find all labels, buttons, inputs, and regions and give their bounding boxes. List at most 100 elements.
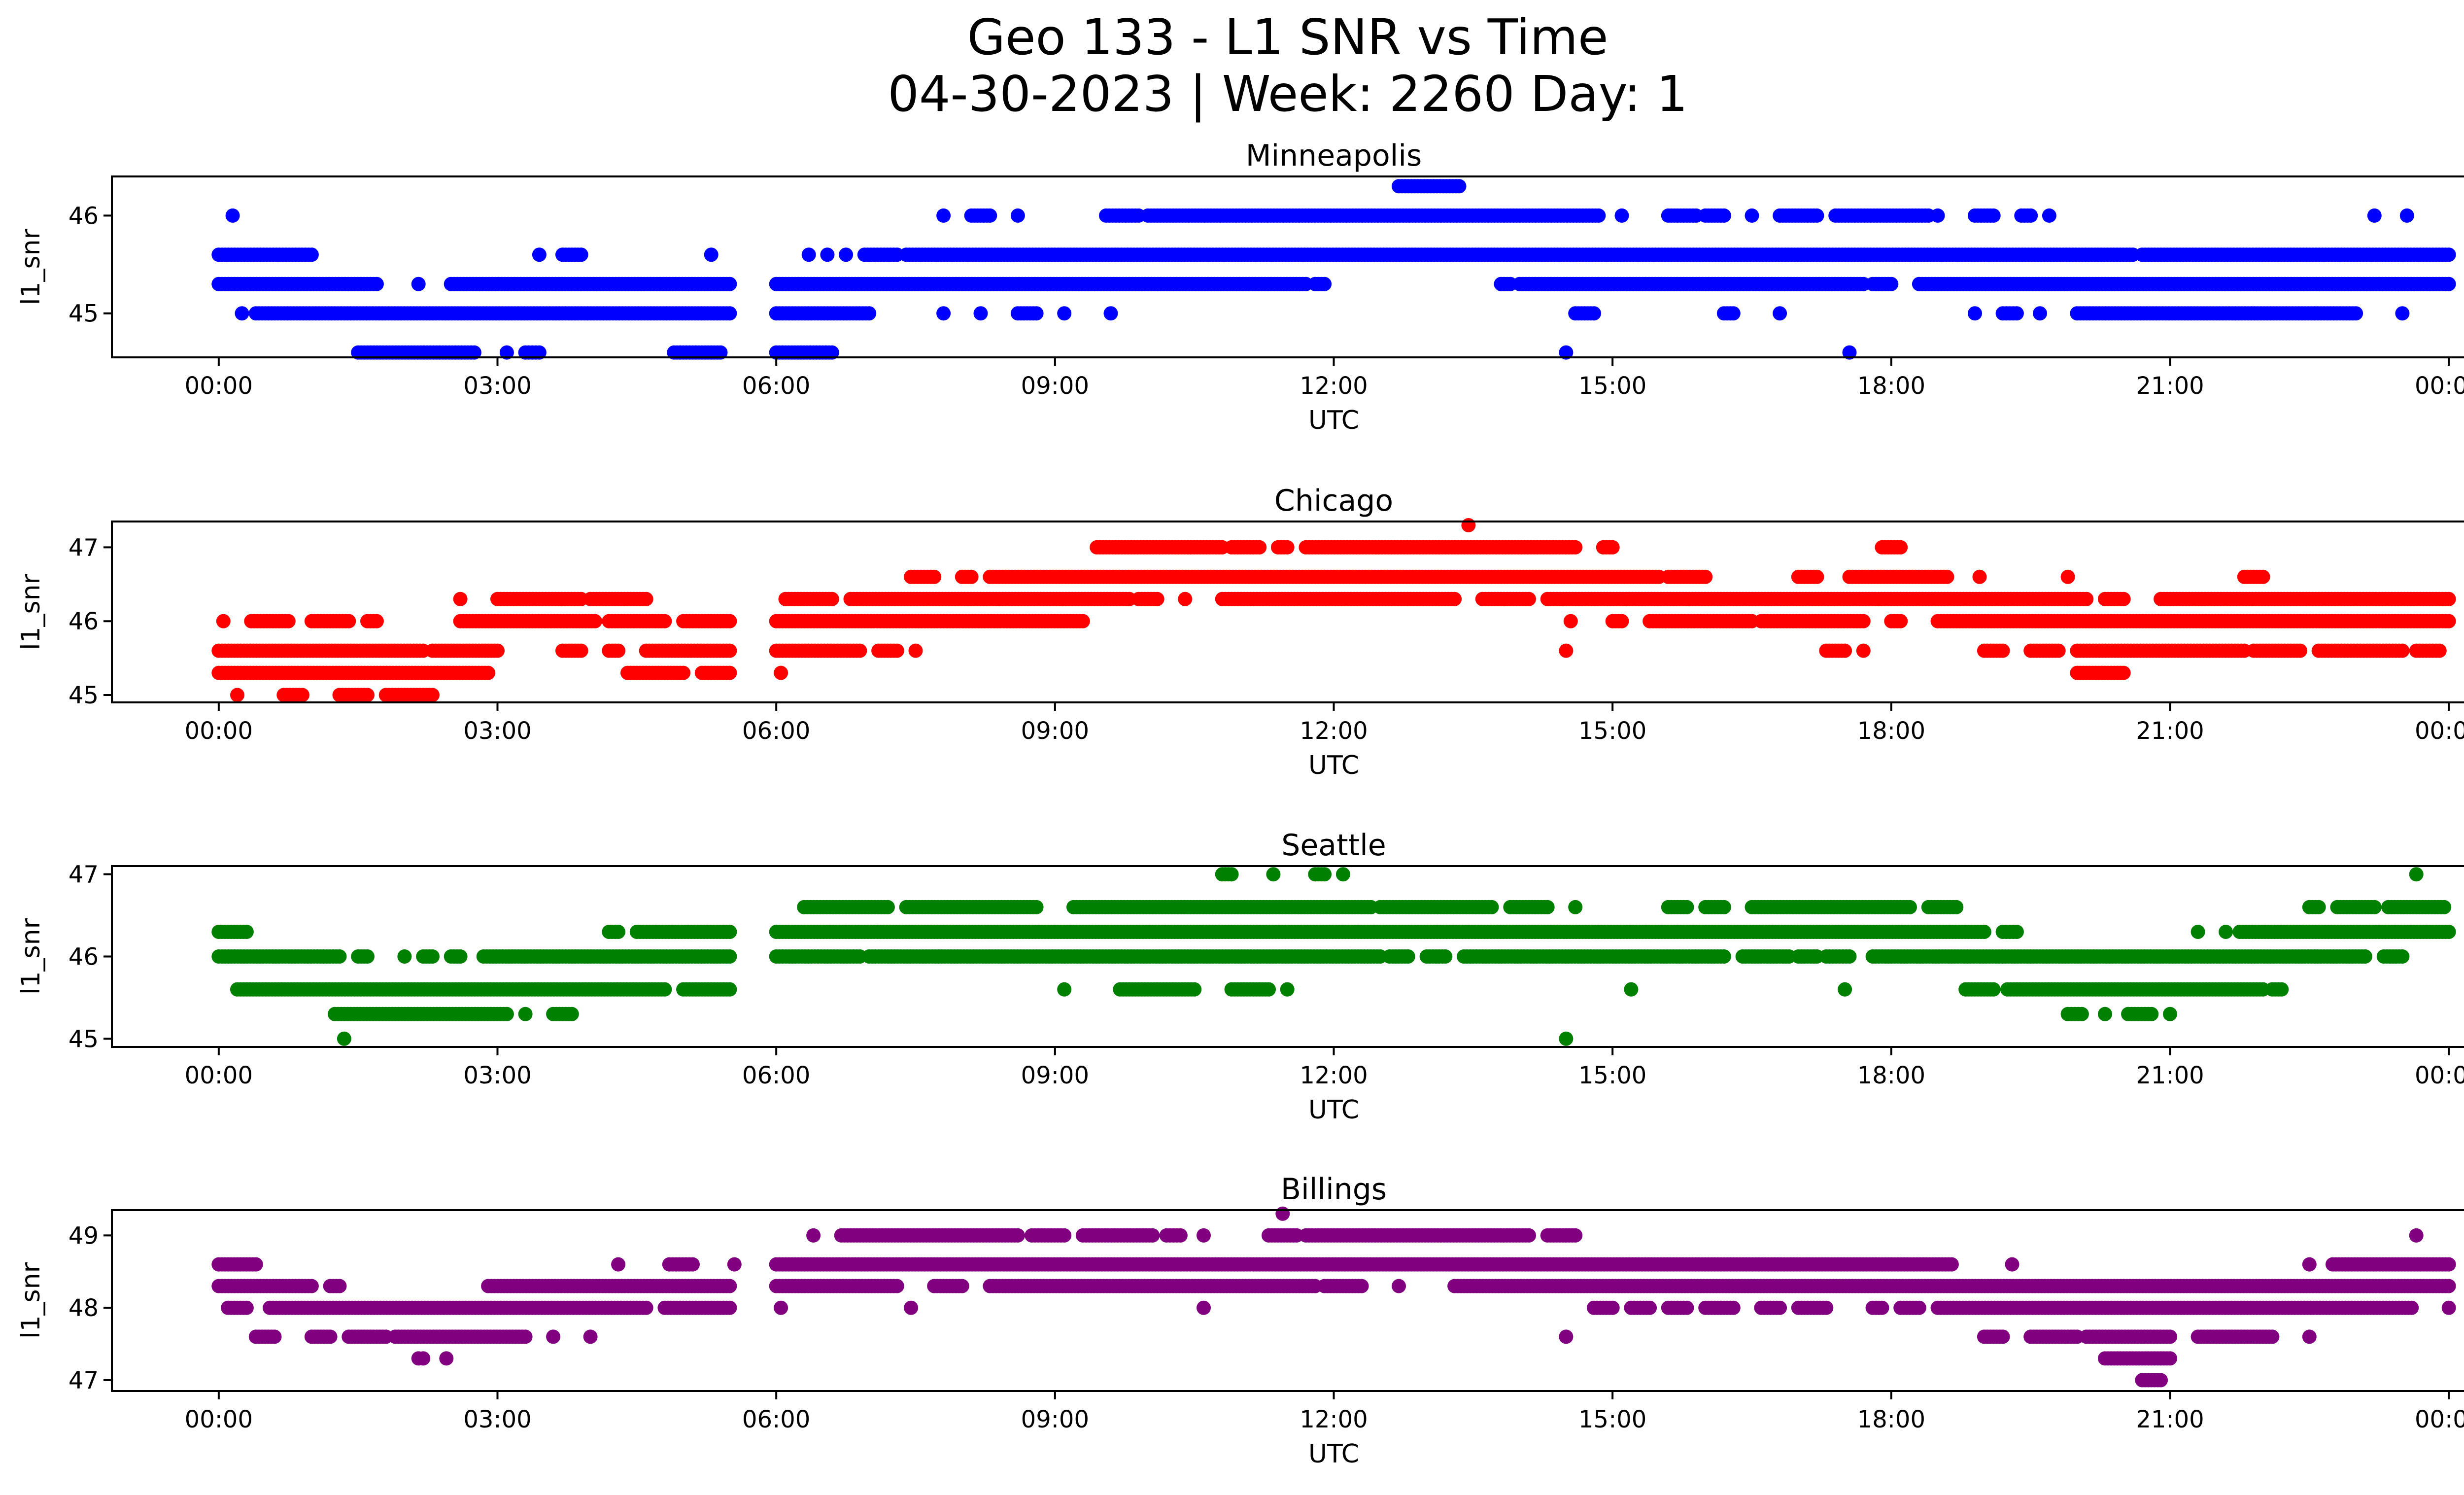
data-point [2349, 306, 2363, 321]
data-point [360, 949, 375, 964]
x-tick-label: 21:00 [2136, 717, 2204, 745]
scatter-series [211, 867, 2456, 1046]
data-point [369, 277, 384, 291]
y-axis-label: l1_snr [16, 573, 46, 650]
data-point [1679, 900, 1694, 914]
data-point [1810, 569, 1824, 584]
data-point [2219, 925, 2233, 939]
y-tick-label: 46 [68, 202, 99, 230]
data-point [801, 247, 816, 262]
data-point [1838, 643, 1852, 658]
data-point [1856, 643, 1871, 658]
data-point [2441, 277, 2456, 291]
data-point [722, 306, 737, 321]
data-point [1484, 900, 1499, 914]
data-point [1930, 208, 1945, 223]
data-point [425, 949, 440, 964]
x-tick-label: 00:00 [185, 717, 253, 745]
data-point [1540, 900, 1555, 914]
data-point [453, 591, 468, 606]
figure-title-line-2: 04-30-2023 | Week: 2260 Day: 1 [888, 65, 1687, 123]
x-tick-label: 18:00 [1857, 717, 1925, 745]
data-point [936, 208, 951, 223]
data-point [235, 306, 249, 321]
y-tick-label: 47 [68, 534, 99, 561]
data-point [2441, 614, 2456, 628]
x-tick-label: 12:00 [1300, 372, 1368, 400]
data-point [1986, 208, 2001, 223]
data-point [1968, 306, 1982, 321]
data-point [2367, 900, 2382, 914]
data-point [1995, 643, 2010, 658]
data-point [1568, 540, 1583, 555]
data-point [2367, 208, 2382, 223]
data-point [704, 247, 719, 262]
y-axis-label: l1_snr [16, 228, 46, 305]
data-point [1716, 208, 1731, 223]
data-point [216, 614, 231, 628]
x-tick-label: 06:00 [742, 372, 810, 400]
data-point [1522, 591, 1536, 606]
subplot-title: Minneapolis [1246, 139, 1422, 173]
data-point [973, 306, 988, 321]
data-point [1280, 540, 1295, 555]
data-point [1568, 900, 1583, 914]
x-axis-label: UTC [1308, 751, 1359, 780]
data-point [1057, 306, 1072, 321]
data-point [936, 306, 951, 321]
data-point [1972, 569, 1987, 584]
data-point [499, 345, 514, 360]
data-point [722, 614, 737, 628]
data-point [983, 208, 997, 223]
data-point [722, 277, 737, 291]
subplot-title: Chicago [1274, 484, 1393, 518]
data-point [1401, 949, 1415, 964]
data-point [676, 665, 691, 680]
data-point [332, 949, 347, 964]
y-tick-label: 46 [68, 608, 99, 635]
data-point [2116, 591, 2131, 606]
data-point [453, 949, 468, 964]
data-point [1029, 306, 1044, 321]
data-point [2116, 665, 2131, 680]
data-point [1335, 867, 1350, 882]
data-point [425, 688, 440, 702]
data-point [1903, 900, 1917, 914]
data-point [722, 949, 737, 964]
data-point [1317, 277, 1332, 291]
data-point [481, 665, 496, 680]
x-tick-label: 09:00 [1021, 717, 1089, 745]
data-point [639, 591, 653, 606]
data-point [230, 688, 244, 702]
data-point [964, 569, 979, 584]
data-point [1559, 643, 1574, 658]
data-point [1716, 949, 1731, 964]
data-point [1614, 208, 1629, 223]
data-point [2409, 867, 2424, 882]
data-point [657, 614, 672, 628]
data-point [1150, 591, 1164, 606]
data-point [574, 643, 588, 658]
data-point [1452, 179, 1467, 194]
data-point [1977, 925, 1991, 939]
y-tick-label: 45 [68, 682, 99, 709]
data-point [1940, 569, 1954, 584]
data-point [1317, 867, 1332, 882]
data-point [2079, 591, 2094, 606]
data-point [1949, 900, 1964, 914]
data-point [281, 614, 296, 628]
data-point [1856, 614, 1871, 628]
data-point [2190, 925, 2205, 939]
data-point [1726, 306, 1741, 321]
data-point [1010, 208, 1025, 223]
data-point [2051, 643, 2066, 658]
x-tick-label: 06:00 [742, 717, 810, 745]
data-point [722, 643, 737, 658]
data-point [824, 591, 839, 606]
data-point [295, 688, 309, 702]
data-point [1438, 949, 1453, 964]
data-point [927, 569, 942, 584]
